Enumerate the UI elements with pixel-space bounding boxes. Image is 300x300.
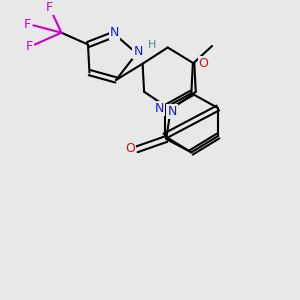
Text: F: F xyxy=(23,18,30,31)
Text: N: N xyxy=(155,101,164,115)
Text: H: H xyxy=(148,40,156,50)
Text: F: F xyxy=(26,40,33,53)
Text: N: N xyxy=(134,45,143,58)
Text: F: F xyxy=(46,1,53,13)
Text: N: N xyxy=(110,26,119,39)
Text: O: O xyxy=(125,142,135,155)
Text: N: N xyxy=(167,105,177,119)
Text: O: O xyxy=(199,57,208,70)
